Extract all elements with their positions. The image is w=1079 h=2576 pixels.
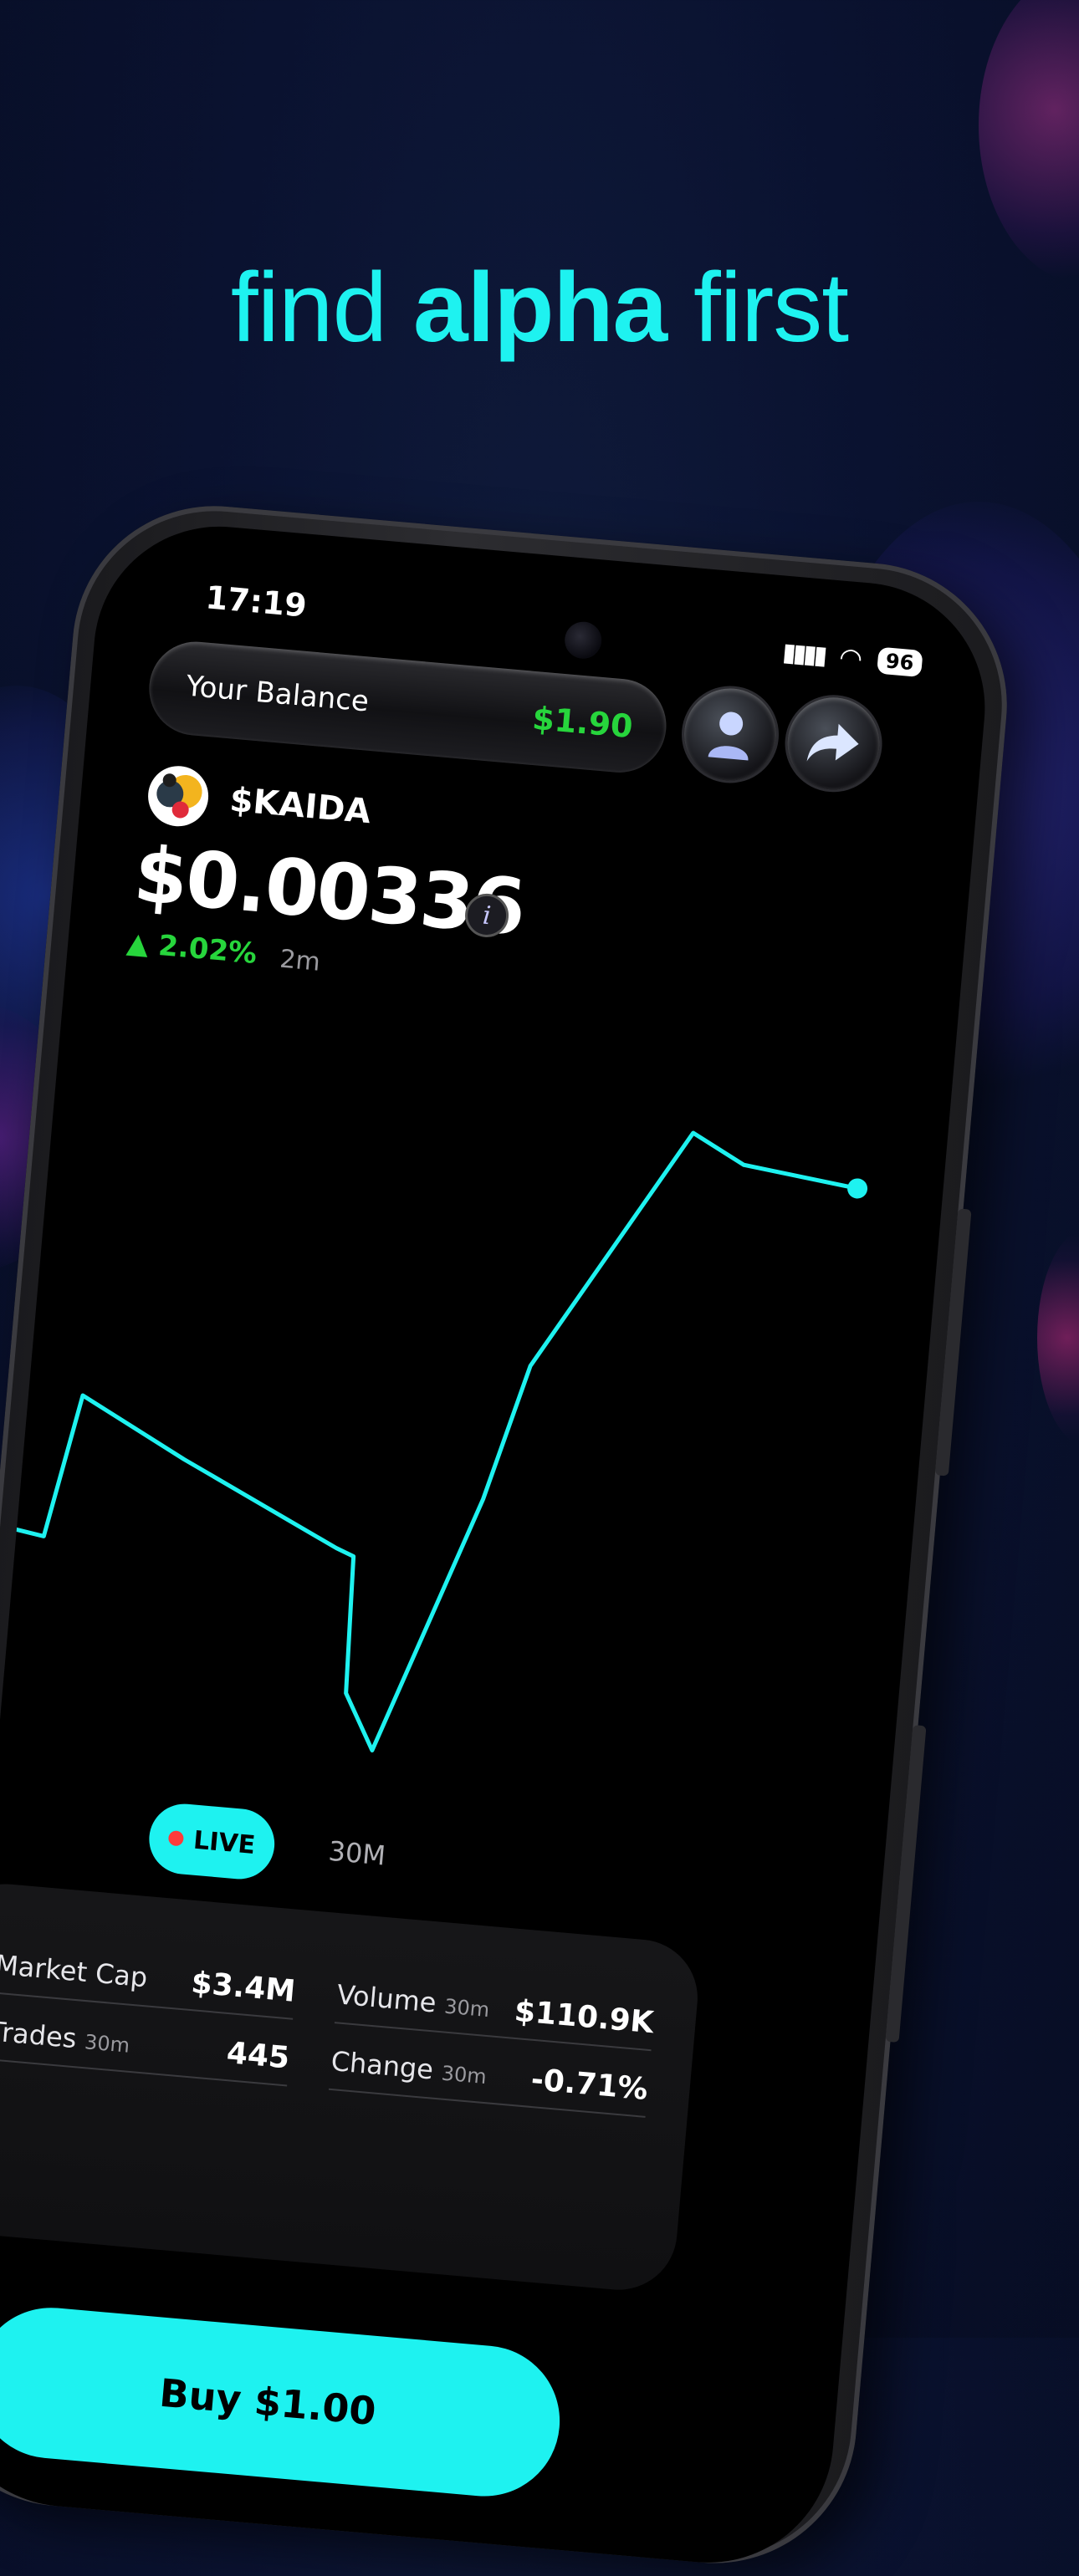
person-icon	[708, 712, 749, 761]
stat-label: Trades 30m	[0, 2015, 131, 2058]
token-name: $KAIDA	[228, 780, 373, 832]
headline-prefix: find	[230, 252, 387, 363]
balance-label: Your Balance	[184, 669, 371, 719]
buy-button[interactable]: Buy $1.00	[0, 2301, 566, 2503]
battery-icon: 96	[876, 646, 923, 678]
up-triangle-icon: ▲	[125, 926, 151, 962]
stat-value: $3.4M	[190, 1966, 297, 2009]
status-icons: ▮▮▮▮ ◠ 96	[781, 636, 923, 680]
phone-mockup: 17:19 ▮▮▮▮ ◠ 96 Your Balance $1.90	[0, 494, 1019, 2575]
decorative-bubble	[1037, 1229, 1079, 1446]
balance-value: $1.90	[530, 699, 635, 746]
timeframe-live-label: LIVE	[192, 1825, 257, 1860]
signal-icon: ▮▮▮▮	[780, 637, 826, 671]
timeframe-live-button[interactable]: LIVE	[146, 1801, 278, 1882]
price-change-period: 2m	[279, 944, 322, 977]
headline-bold: alpha	[412, 252, 667, 363]
share-button[interactable]	[783, 693, 884, 793]
stat-label: Change 30m	[330, 2045, 488, 2089]
balance-pill[interactable]: Your Balance $1.90	[145, 637, 671, 777]
token-logo	[146, 763, 212, 829]
stat-value: 445	[225, 2036, 291, 2076]
stat-label: Market Cap	[0, 1948, 149, 1994]
headline: find alpha first	[0, 251, 1079, 365]
stats-card: Market Cap $3.4M Trades 30m 445 Volume 3…	[0, 1879, 703, 2295]
price-line	[0, 1130, 858, 1752]
stat-value: $110.9K	[513, 1993, 656, 2041]
buy-button-label: Buy $1.00	[157, 2369, 378, 2435]
price-change: ▲ 2.02%	[125, 926, 258, 971]
price-change-value: 2.02%	[156, 928, 258, 972]
price-chart[interactable]	[0, 1014, 928, 1841]
phone-screen: 17:19 ▮▮▮▮ ◠ 96 Your Balance $1.90	[0, 516, 995, 2573]
status-time: 17:19	[204, 579, 309, 625]
timeframe-30m-button[interactable]: 30M	[327, 1834, 387, 1872]
camera	[563, 620, 604, 661]
wifi-icon: ◠	[837, 640, 864, 675]
live-dot-icon	[167, 1829, 185, 1847]
share-arrow-icon	[806, 723, 859, 762]
headline-suffix: first	[693, 252, 849, 363]
decorative-bubble	[979, 0, 1079, 284]
profile-button[interactable]	[680, 684, 780, 785]
stat-value: -0.71%	[529, 2062, 650, 2107]
stat-label: Volume 30m	[335, 1978, 491, 2023]
price-line-endpoint	[847, 1178, 868, 1199]
